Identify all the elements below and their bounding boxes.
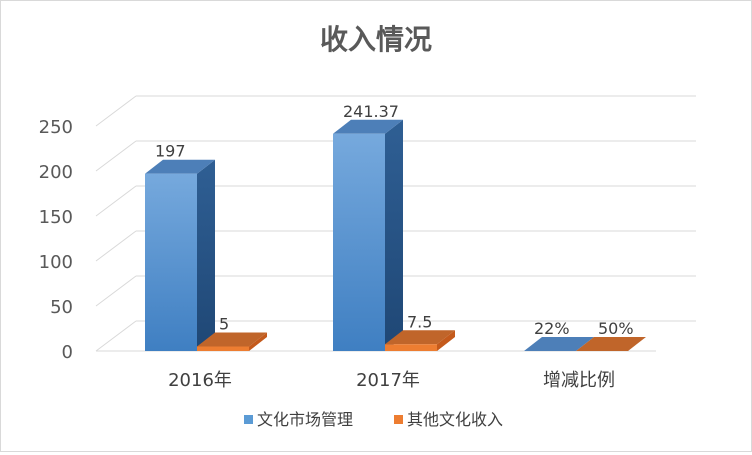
grid-diagonal	[95, 95, 137, 127]
legend-swatch	[394, 415, 403, 424]
bar	[524, 337, 594, 351]
data-label: 50%	[598, 319, 634, 338]
y-tick-label: 100	[39, 252, 73, 273]
bar-front	[385, 344, 437, 351]
y-tick-label: 200	[39, 162, 73, 183]
bars: 197 5 241.37 7.5 22% 50%	[145, 102, 646, 351]
bar-front	[197, 346, 249, 351]
legend-label: 文化市场管理	[257, 410, 353, 429]
grid-diagonal	[95, 230, 137, 262]
bar-side	[385, 119, 403, 351]
bar-side	[437, 330, 455, 351]
data-label: 197	[155, 142, 186, 161]
data-label: 22%	[534, 319, 570, 338]
bar-top	[333, 119, 403, 134]
data-label: 241.37	[343, 102, 399, 121]
bar	[576, 337, 646, 351]
grid-diagonal	[95, 140, 137, 172]
y-tick-label: 150	[39, 207, 73, 228]
y-tick-label: 250	[39, 117, 73, 138]
bar	[385, 330, 455, 351]
bar-top	[197, 332, 267, 347]
grid-diagonal	[95, 185, 137, 217]
legend-label: 其他文化收入	[407, 410, 503, 429]
bar-side	[249, 332, 267, 351]
bar-front	[145, 173, 197, 351]
y-tick-label: 50	[50, 297, 73, 318]
bar	[333, 119, 403, 351]
bar	[145, 159, 215, 351]
bar	[197, 332, 267, 351]
bar-top	[145, 159, 215, 174]
y-axis: 0 50 100 150 200 250	[39, 117, 73, 363]
legend: 文化市场管理 其他文化收入	[244, 410, 503, 429]
x-tick-label: 增减比例	[543, 370, 615, 391]
y-tick-label: 0	[62, 342, 73, 363]
x-axis: 2016年 2017年 增减比例	[168, 370, 615, 391]
legend-swatch	[244, 415, 253, 424]
data-label: 7.5	[407, 312, 432, 331]
x-tick-label: 2017年	[356, 370, 420, 391]
bar-top	[385, 330, 455, 345]
bar-top	[524, 337, 594, 351]
x-tick-label: 2016年	[168, 370, 232, 391]
bar-side	[197, 159, 215, 351]
bar-top	[576, 337, 646, 351]
grid-diagonal	[95, 320, 137, 352]
bar-front	[333, 133, 385, 351]
chart-title: 收入情况	[320, 23, 432, 56]
data-label: 5	[219, 315, 229, 334]
grid-diagonal	[95, 275, 137, 307]
